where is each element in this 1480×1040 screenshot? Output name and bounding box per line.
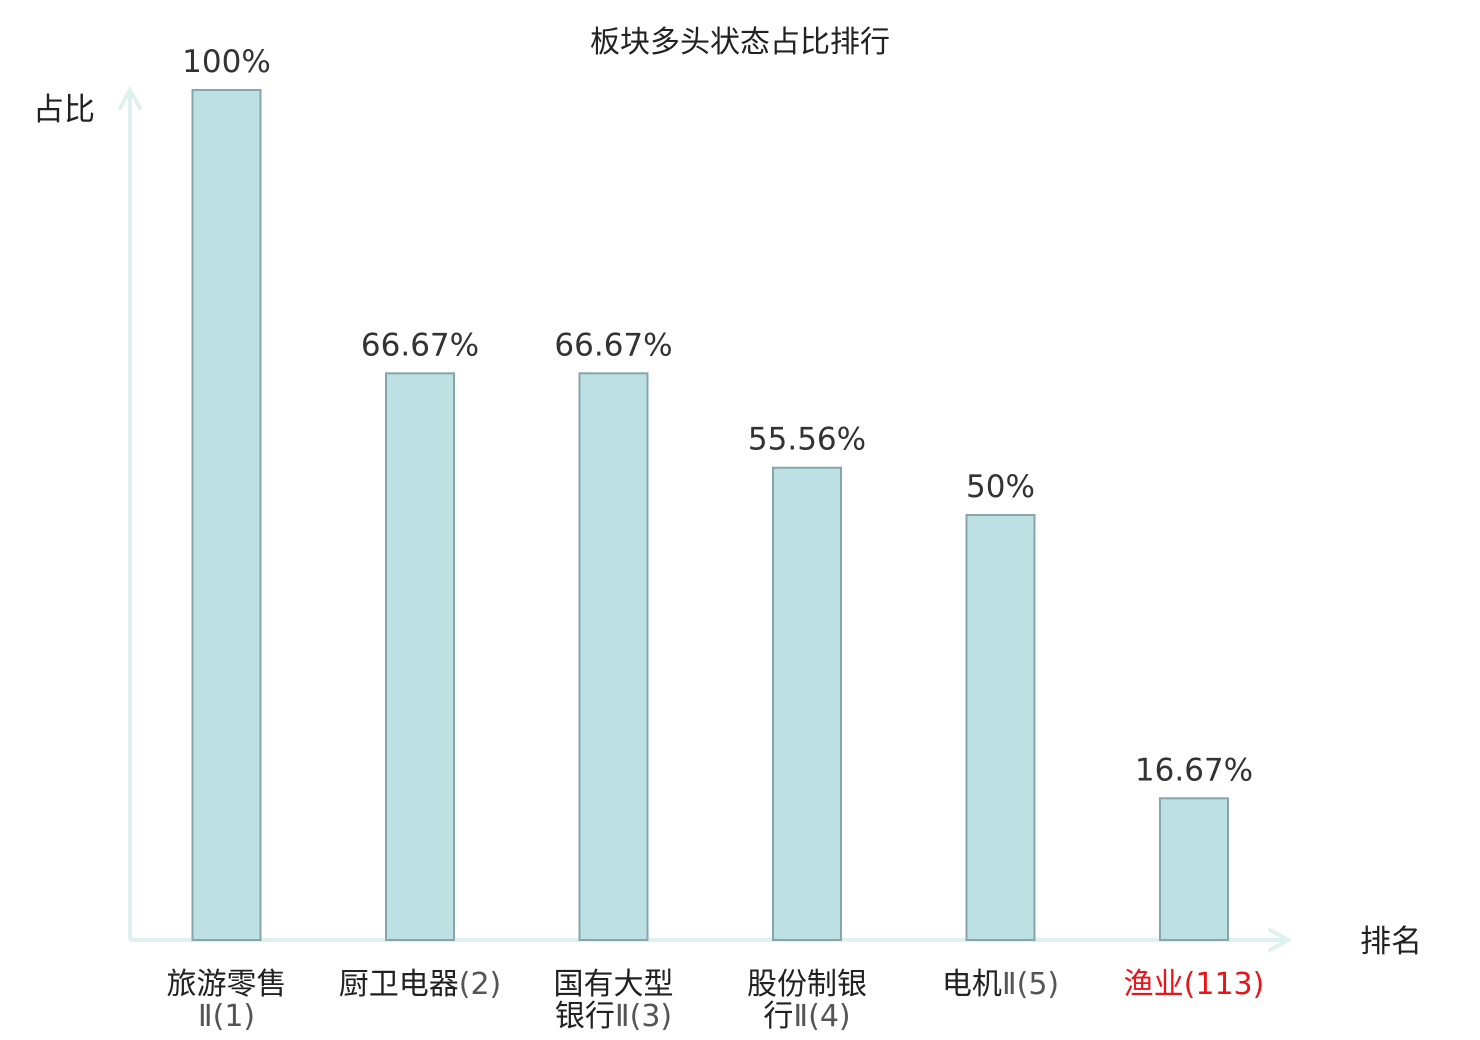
category-rank: (113): [1184, 967, 1265, 1002]
value-label: 16.67%: [1135, 752, 1253, 788]
category-rank: Ⅱ(1): [198, 999, 255, 1034]
value-label: 50%: [966, 469, 1035, 505]
bar: [772, 466, 842, 941]
bar: [965, 514, 1036, 941]
category-label: 厨卫电器(2): [339, 967, 502, 1002]
y-axis-arrow: [118, 85, 142, 110]
category-label: 行Ⅱ(4): [763, 999, 850, 1034]
category-name: 厨卫电器: [339, 967, 459, 1002]
value-label: 100%: [182, 44, 271, 80]
y-axis-label: 占比: [33, 92, 95, 128]
x-axis-arrow: [1268, 928, 1293, 952]
category-rank: Ⅱ(5): [1002, 967, 1059, 1002]
category-label: 旅游零售: [167, 967, 287, 1002]
category-rank: Ⅱ(3): [615, 999, 672, 1034]
x-axis-label: 排名: [1360, 924, 1422, 960]
value-label: 66.67%: [361, 327, 479, 363]
bar: [1159, 797, 1229, 941]
bar: [385, 372, 455, 941]
axes: [118, 85, 1293, 952]
value-label: 66.67%: [554, 327, 672, 363]
category-label: 渔业(113): [1124, 967, 1265, 1002]
category-name: 行: [763, 999, 793, 1034]
value-labels-group: 100% 66.67% 66.67% 55.56% 50% 16.67%: [182, 44, 1253, 788]
category-label: 银行Ⅱ(3): [555, 999, 672, 1034]
category-name: 国有大型: [554, 967, 674, 1002]
category-rank: Ⅱ(4): [793, 999, 850, 1034]
chart-title: 板块多头状态占比排行: [590, 25, 890, 60]
category-label: 国有大型: [554, 967, 674, 1002]
category-name: 旅游零售: [167, 967, 287, 1002]
category-name: 银行: [555, 999, 615, 1034]
category-label: 电机Ⅱ(5): [942, 967, 1059, 1002]
bar: [191, 89, 262, 941]
value-label: 55.56%: [748, 422, 866, 458]
category-name: 股份制银: [747, 967, 867, 1002]
bar: [578, 372, 649, 941]
category-label: 股份制银: [747, 967, 867, 1002]
bars-group: [191, 89, 1229, 941]
category-rank: (2): [459, 967, 502, 1002]
category-name: 电机: [942, 967, 1002, 1002]
category-label: Ⅱ(1): [198, 999, 255, 1034]
category-name: 渔业: [1124, 967, 1184, 1002]
